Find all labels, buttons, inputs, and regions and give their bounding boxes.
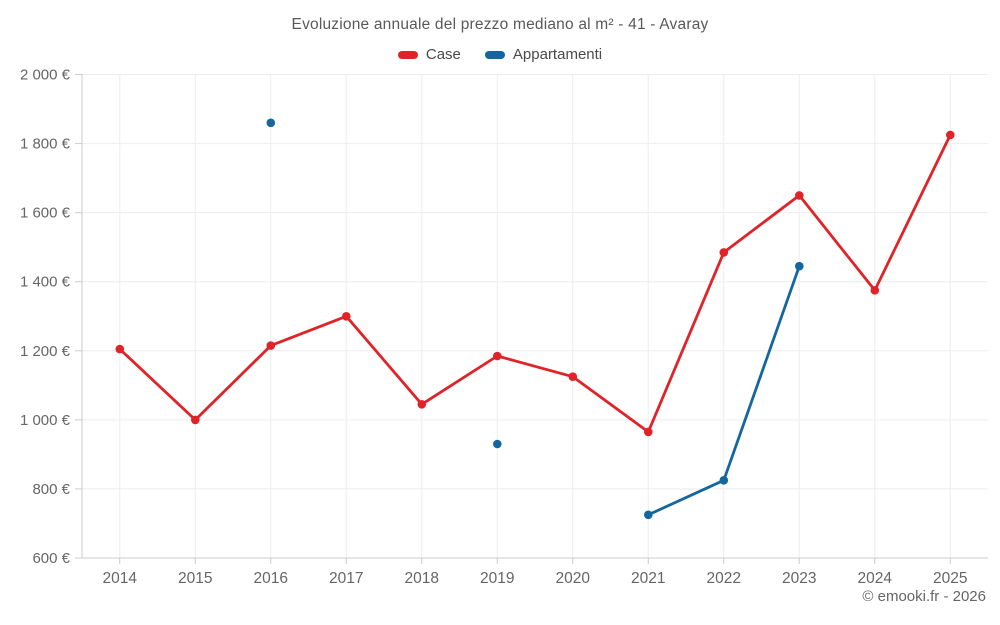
y-tick-label: 1 600 €: [20, 205, 71, 222]
x-tick-label: 2019: [480, 570, 514, 587]
data-point-case-2019[interactable]: [493, 351, 502, 361]
data-point-case-2024[interactable]: [870, 286, 880, 295]
x-tick-label: 2023: [782, 570, 816, 587]
data-point-case-2022[interactable]: [719, 248, 729, 257]
y-tick-label: 1 400 €: [20, 274, 71, 291]
x-tick-label: 2025: [933, 570, 967, 587]
x-tick-label: 2021: [631, 570, 665, 587]
x-tick-label: 2022: [707, 570, 741, 587]
data-point-case-2015[interactable]: [191, 415, 200, 425]
data-point-case-2020[interactable]: [568, 372, 578, 382]
y-tick-label: 600 €: [32, 550, 70, 567]
data-point-appartamenti-2022[interactable]: [719, 476, 729, 485]
x-tick-label: 2016: [254, 570, 288, 587]
legend-label: Appartamenti: [512, 46, 603, 63]
x-tick-label: 2015: [178, 570, 212, 587]
legend-item-appartamenti[interactable]: Appartamenti: [484, 46, 603, 63]
x-tick-label: 2017: [329, 570, 363, 587]
chart-title: Evoluzione annuale del prezzo mediano al…: [291, 16, 709, 33]
chart-legend: Case Appartamenti: [0, 46, 1000, 63]
data-point-case-2017[interactable]: [342, 312, 351, 321]
data-point-case-2018[interactable]: [417, 400, 427, 409]
x-tick-label: 2020: [556, 570, 591, 587]
data-point-case-2021[interactable]: [644, 427, 653, 437]
x-tick-label: 2014: [103, 570, 138, 587]
data-point-case-2023[interactable]: [795, 191, 804, 200]
data-point-case-2016[interactable]: [266, 341, 276, 350]
legend-swatch-icon: [397, 50, 418, 59]
legend-swatch-icon: [484, 50, 505, 59]
y-tick-label: 800 €: [32, 481, 70, 498]
data-point-appartamenti-2019[interactable]: [493, 439, 502, 449]
x-tick-label: 2018: [405, 570, 439, 587]
x-tick-label: 2024: [858, 570, 893, 587]
legend-item-case[interactable]: Case: [397, 46, 461, 63]
data-point-case-2025[interactable]: [946, 130, 955, 140]
y-tick-label: 1 000 €: [20, 412, 71, 429]
y-tick-label: 1 200 €: [20, 343, 71, 360]
data-point-appartamenti-2021[interactable]: [644, 510, 653, 520]
y-tick-label: 2 000 €: [20, 67, 71, 84]
data-point-case-2014[interactable]: [115, 344, 125, 354]
footer-credit: © emooki.fr - 2026: [862, 588, 986, 605]
series-line-case: [118, 133, 952, 434]
data-point-appartamenti-2023[interactable]: [795, 261, 804, 271]
y-tick-label: 1 800 €: [20, 136, 71, 153]
data-point-appartamenti-2016[interactable]: [266, 118, 276, 128]
legend-label: Case: [425, 46, 461, 63]
